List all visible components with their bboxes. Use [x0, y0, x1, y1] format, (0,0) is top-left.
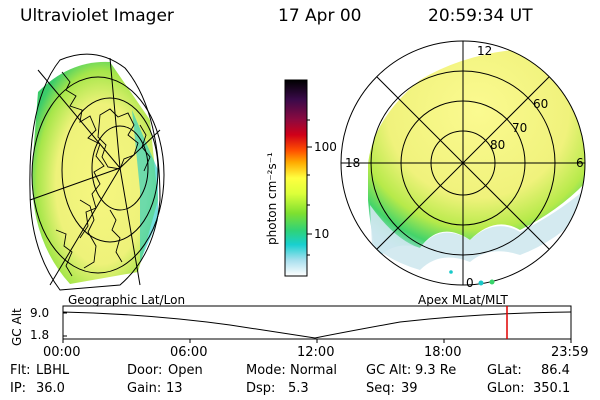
apex-mlt-6: 6: [576, 156, 584, 170]
colorbar-tick-10: 10: [314, 227, 330, 241]
apex-spot: [489, 279, 495, 285]
glon-value: 350.1: [533, 381, 571, 396]
apex-lat-70: 70: [512, 121, 528, 135]
flt-value: LBHL: [36, 363, 70, 378]
colorbar: [284, 79, 312, 277]
altitude-timeline: [62, 305, 572, 343]
apex-mlt-18: 18: [345, 156, 361, 170]
gain-value: 13: [166, 381, 183, 396]
ip-label: IP:: [10, 381, 27, 396]
apex-lat-60: 60: [533, 97, 549, 111]
timeline-x-tick-0000: 00:00: [43, 345, 81, 360]
gc-alt-label: GC Alt:: [366, 363, 412, 378]
apex-mlt-12: 12: [477, 44, 493, 58]
date-label: 17 Apr 00: [278, 6, 362, 26]
timeline-x-tick-0600: 06:00: [170, 345, 208, 360]
timeline-frame: [62, 305, 572, 340]
door-value: Open: [168, 363, 203, 378]
geographic-view: [29, 53, 165, 291]
timeline-y-axis-label: GC Alt: [10, 308, 24, 346]
mode-value: Normal: [290, 363, 338, 378]
dsp-label: Dsp:: [246, 381, 276, 396]
glon-label: GLon:: [487, 381, 525, 396]
apex-spot: [478, 280, 484, 286]
altitude-curve: [62, 311, 572, 339]
timeline-x-tick-2359: 23:59: [551, 345, 589, 360]
glat-value: 86.4: [541, 363, 570, 378]
ip-value: 36.0: [36, 381, 65, 396]
colorbar-gradient: [284, 79, 308, 277]
app-title: Ultraviolet Imager: [20, 6, 174, 26]
glat-label: GLat:: [487, 363, 522, 378]
gc-alt-value: 9.3 Re: [415, 363, 457, 378]
seq-value: 39: [401, 381, 418, 396]
dsp-value: 5.3: [288, 381, 309, 396]
colorbar-unit-label: photon cm⁻²s⁻¹: [265, 152, 279, 245]
timeline-right-title: Apex MLat/MLT: [418, 293, 508, 307]
time-label: 20:59:34 UT: [428, 6, 533, 26]
timeline-x-tick-1200: 12:00: [297, 345, 335, 360]
coastlines: [55, 71, 151, 277]
timeline-y-tick-9: 9.0: [30, 306, 50, 320]
apex-polar-view: [340, 40, 586, 286]
door-label: Door:: [127, 363, 163, 378]
mode-label: Mode:: [246, 363, 286, 378]
apex-diffuse-edge: [370, 185, 585, 270]
geographic-meridian-lines: [29, 57, 161, 286]
earth-limb: [29, 53, 161, 291]
timeline-x-tick-1800: 18:00: [424, 345, 462, 360]
apex-lat-80: 80: [490, 138, 506, 152]
timeline-left-title: Geographic Lat/Lon: [68, 293, 186, 307]
timeline-y-tick-1-8: 1.8: [30, 328, 50, 342]
seq-label: Seq:: [366, 381, 395, 396]
apex-mlt-0: 0: [466, 276, 474, 290]
apex-aurora-image: [368, 48, 585, 258]
geographic-lat-ring-outer: [31, 76, 165, 274]
apex-spot: [449, 270, 453, 274]
flt-label: Flt:: [10, 363, 31, 378]
geographic-lat-ring-middle: [61, 97, 159, 243]
geographic-lat-ring-inner: [91, 125, 149, 211]
colorbar-tick-100: 100: [314, 140, 337, 154]
gain-label: Gain:: [127, 381, 162, 396]
